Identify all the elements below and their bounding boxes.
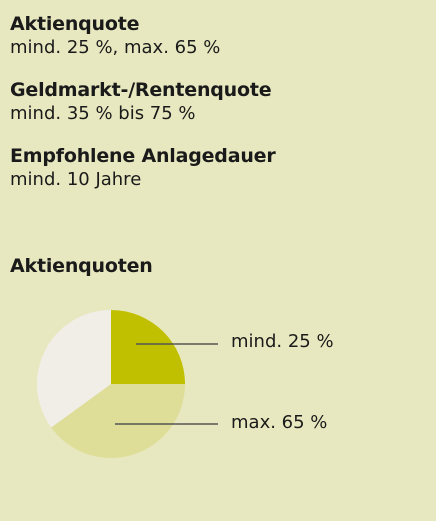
fact-value: mind. 10 Jahre (10, 169, 142, 190)
pie-chart: mind. 25 % max. 65 % (36, 310, 334, 459)
fact-heading: Aktienquote (10, 13, 140, 35)
fact-heading: Empfohlene Anlagedauer (10, 145, 276, 167)
slice-annotation-1: max. 65 % (231, 412, 327, 433)
fact-value: mind. 25 %, max. 65 % (10, 37, 221, 58)
fact-money-market-ratio: Geldmarkt-/Rentenquote mind. 35 % bis 75… (10, 78, 426, 126)
pie-slice-2 (36, 310, 111, 428)
pie-slice-0 (111, 310, 185, 384)
slice-annotation-0: mind. 25 % (231, 331, 334, 352)
fact-value: mind. 35 % bis 75 % (10, 103, 196, 124)
fact-heading: Geldmarkt-/Rentenquote (10, 79, 272, 101)
fact-equity-ratio: Aktienquote mind. 25 %, max. 65 % (10, 12, 426, 60)
pie-slice-1 (51, 384, 185, 459)
fund-facts: Aktienquote mind. 25 %, max. 65 % Geldma… (10, 12, 426, 210)
chart-title: Aktienquoten (10, 255, 153, 277)
fact-investment-period: Empfohlene Anlagedauer mind. 10 Jahre (10, 144, 426, 192)
